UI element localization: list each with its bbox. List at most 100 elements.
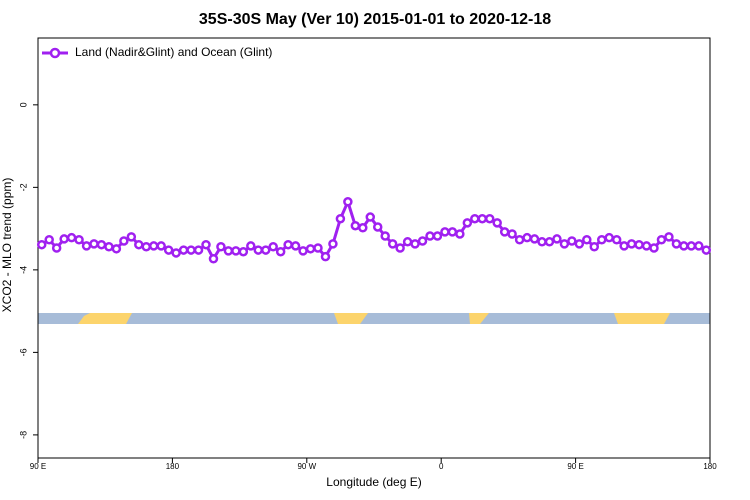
data-point	[178, 245, 189, 255]
data-point	[81, 241, 92, 251]
data-point	[499, 227, 510, 237]
data-point	[358, 223, 368, 233]
data-point	[350, 220, 361, 231]
data-point	[611, 234, 622, 245]
data-point	[260, 245, 271, 255]
data-point	[694, 241, 704, 251]
data-point	[649, 243, 659, 253]
data-point	[574, 239, 585, 249]
data-point	[365, 212, 376, 222]
x-axis-label: Longitude (deg E)	[326, 475, 421, 489]
chart-title: 35S-30S May (Ver 10) 2015-01-01 to 2020-…	[199, 11, 551, 28]
data-point	[171, 248, 181, 258]
x-tick-label: 180	[166, 462, 180, 471]
data-point	[104, 242, 114, 252]
data-point	[582, 234, 592, 245]
data-point	[686, 241, 697, 251]
data-point	[477, 213, 488, 224]
data-point	[387, 239, 398, 249]
data-point	[51, 243, 62, 253]
data-point	[626, 239, 637, 249]
data-point	[44, 234, 54, 245]
data-point	[193, 245, 204, 255]
data-point	[216, 242, 226, 252]
data-point	[335, 213, 346, 224]
data-point	[313, 243, 323, 253]
x-tick-label: 90 E	[567, 462, 583, 471]
data-point	[89, 239, 99, 249]
data-point	[320, 251, 331, 262]
data-point	[529, 234, 540, 244]
data-point	[604, 232, 614, 243]
data-point	[66, 232, 77, 243]
data-point	[231, 246, 241, 256]
data-point	[201, 239, 211, 250]
data-point	[559, 239, 570, 249]
data-point	[246, 241, 256, 251]
data-point	[156, 241, 166, 251]
data-point	[514, 234, 525, 245]
data-point	[440, 227, 450, 237]
data-point	[283, 239, 293, 250]
data-point	[223, 246, 234, 256]
data-point	[664, 232, 674, 242]
data-point	[596, 234, 607, 245]
data-point	[417, 236, 428, 246]
series-line	[40, 197, 707, 262]
y-tick-label: 0	[18, 102, 28, 107]
data-point	[470, 213, 480, 224]
data-point	[119, 236, 129, 246]
data-point	[589, 242, 600, 252]
data-point	[679, 241, 689, 251]
data-point	[343, 197, 353, 207]
data-point	[372, 222, 383, 232]
data-point	[619, 241, 629, 251]
data-point	[641, 241, 652, 251]
data-point	[59, 234, 69, 244]
data-point	[552, 234, 562, 244]
data-point	[671, 239, 682, 249]
data-point	[74, 234, 84, 245]
data-point	[462, 218, 473, 228]
data-point	[402, 237, 413, 247]
y-tick-label: -2	[18, 183, 28, 191]
data-point	[447, 227, 458, 237]
data-point	[544, 237, 555, 247]
legend-label: Land (Nadir&Glint) and Ocean (Glint)	[75, 45, 272, 59]
data-point	[305, 244, 316, 254]
x-tick-label: 180	[703, 462, 717, 471]
data-point	[380, 231, 390, 241]
data-point	[484, 213, 495, 224]
y-tick-label: -6	[18, 348, 28, 356]
x-tick-label: 90 W	[297, 462, 316, 471]
data-point	[701, 245, 712, 255]
data-point	[656, 234, 667, 245]
x-tick-label: 0	[439, 462, 444, 471]
data-point	[36, 239, 47, 250]
data-point	[634, 239, 644, 250]
data-point	[410, 239, 420, 249]
data-point	[328, 239, 338, 249]
land-ocean-strip	[38, 313, 710, 324]
data-point	[163, 245, 174, 255]
data-point	[141, 242, 152, 252]
data-point	[208, 253, 219, 264]
data-point	[522, 232, 532, 243]
data-point	[567, 236, 577, 246]
data-point	[507, 229, 517, 239]
data-point	[492, 218, 502, 228]
data-point	[253, 245, 264, 255]
data-point	[425, 231, 435, 241]
data-point	[238, 246, 249, 257]
data-point	[432, 231, 443, 241]
data-point	[298, 246, 308, 256]
data-point	[96, 239, 107, 250]
data-point	[395, 243, 405, 253]
y-axis-label: XCO2 - MLO trend (ppm)	[0, 178, 14, 313]
data-point	[455, 229, 465, 239]
y-tick-label: -4	[18, 266, 28, 274]
data-point	[290, 241, 301, 251]
data-point	[537, 237, 547, 247]
data-point	[134, 239, 144, 250]
